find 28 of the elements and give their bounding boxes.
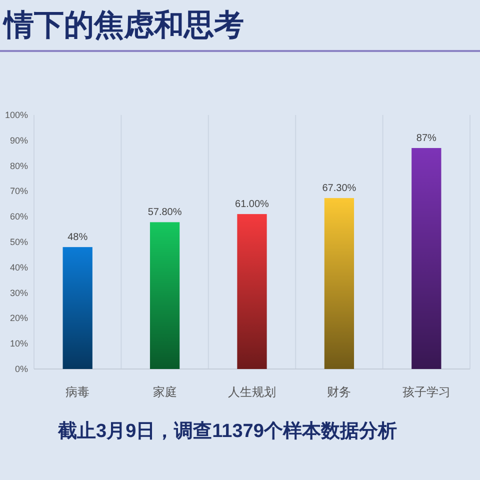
y-tick-label: 50% (10, 237, 28, 247)
y-tick-label: 70% (10, 186, 28, 196)
y-tick-label: 90% (10, 135, 28, 146)
y-tick-label: 80% (10, 160, 28, 171)
data-label: 87% (416, 133, 437, 144)
bar (150, 222, 180, 369)
data-label: 61.00% (235, 199, 270, 210)
y-tick-label: 30% (10, 288, 28, 298)
data-label: 48% (68, 232, 88, 244)
x-tick-label: 人生规划 (228, 385, 276, 399)
bar (62, 247, 92, 369)
y-tick-label: 0% (14, 364, 28, 374)
y-tick-label: 20% (10, 313, 28, 324)
bar (237, 214, 267, 369)
data-label: 57.80% (148, 207, 182, 218)
x-tick-label: 财务 (327, 385, 352, 399)
y-tick-label: 40% (10, 262, 28, 272)
y-tick-label: 10% (10, 338, 28, 349)
bar (324, 198, 354, 369)
x-tick-label: 家庭 (152, 385, 177, 399)
chart-title: 情下的焦虑和思考 (0, 6, 480, 52)
x-tick-label: 病毒 (66, 385, 90, 399)
data-label: 67.30% (322, 183, 356, 194)
y-tick-label: 60% (10, 212, 28, 222)
y-tick-label: 100% (4, 110, 28, 120)
bar (412, 148, 442, 369)
x-tick-label: 孩子学习 (402, 385, 450, 399)
text: 截止3月9日，调查11379个样本数据分析 (57, 420, 397, 442)
